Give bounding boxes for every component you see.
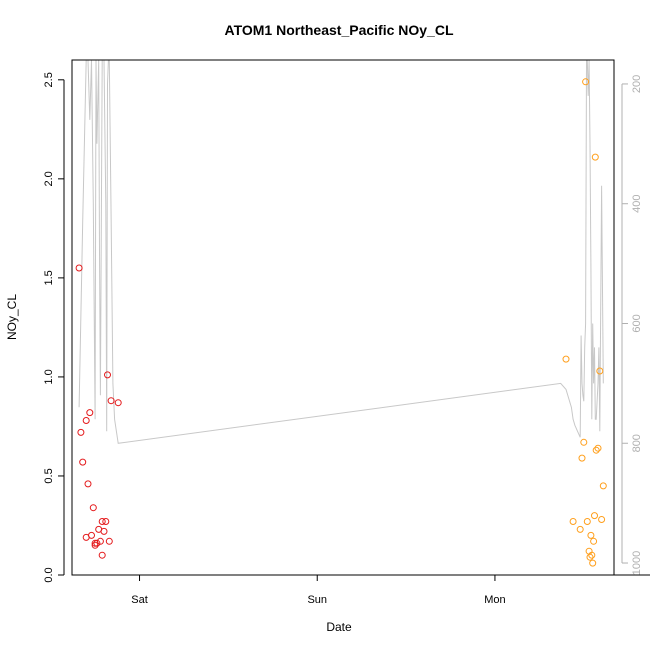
altitude-line — [78, 60, 604, 444]
data-point-s1-19 — [599, 482, 607, 490]
data-point-s0-3 — [82, 417, 90, 424]
y-axis-label: NOy_CL — [5, 294, 19, 340]
data-point-s1-14 — [591, 153, 599, 161]
data-point-s0-20 — [98, 551, 106, 559]
data-point-s1-5 — [582, 78, 590, 86]
x-tick-label-0: Sat — [131, 594, 148, 606]
data-point-s0-0 — [75, 264, 83, 272]
data-point-s0-19 — [82, 533, 90, 541]
right-tick-label-0: 200 — [631, 75, 643, 93]
y-tick-label-4: 2.0 — [43, 171, 55, 186]
data-point-s1-10 — [588, 551, 596, 559]
data-point-s1-12 — [590, 537, 598, 545]
data-point-s0-18 — [114, 399, 122, 407]
data-point-s1-17 — [596, 367, 604, 375]
data-point-s0-7 — [89, 504, 97, 512]
right-tick-label-1: 400 — [631, 195, 643, 213]
data-point-s1-4 — [580, 438, 588, 446]
data-point-s1-0 — [562, 355, 570, 363]
data-point-s0-8 — [91, 541, 99, 549]
data-point-s0-1 — [77, 428, 85, 436]
data-point-s1-11 — [589, 559, 597, 567]
x-tick-label-1: Sun — [307, 594, 327, 606]
data-point-s0-12 — [98, 518, 106, 525]
axes: 0.00.51.01.52.02.5SatSunMonTue2004006008… — [43, 72, 650, 606]
data-point-s0-2 — [79, 458, 87, 466]
data-point-s1-1 — [569, 518, 577, 525]
data-point-s0-14 — [102, 518, 110, 525]
y-tick-label-2: 1.0 — [43, 369, 55, 384]
data-point-s1-15 — [592, 446, 600, 454]
data-point-s1-3 — [578, 454, 586, 462]
data-point-s0-15 — [104, 371, 111, 379]
data-point-s1-13 — [591, 512, 598, 520]
right-tick-label-4: 1000 — [631, 551, 643, 575]
y-tick-label-0: 0.0 — [43, 567, 55, 582]
data-point-s0-16 — [105, 537, 113, 545]
data-point-s0-17 — [107, 397, 115, 405]
y-tick-label-3: 1.5 — [43, 270, 55, 285]
data-point-s1-16 — [594, 444, 602, 452]
data-point-s1-8 — [586, 553, 594, 561]
data-point-s1-6 — [583, 518, 591, 525]
data-point-s0-13 — [100, 527, 108, 535]
plot-area — [75, 60, 607, 567]
data-point-s1-9 — [587, 531, 595, 539]
data-point-s0-4 — [84, 480, 92, 488]
x-axis-label: Date — [326, 620, 352, 634]
right-tick-label-2: 600 — [631, 314, 643, 332]
data-point-s0-5 — [86, 409, 94, 417]
y-tick-label-5: 2.5 — [43, 72, 55, 87]
data-point-s0-21 — [91, 539, 99, 547]
data-point-s1-2 — [576, 525, 584, 533]
x-tick-label-2: Mon — [484, 594, 505, 606]
data-point-s1-18 — [598, 516, 606, 523]
y-tick-label-1: 0.5 — [43, 468, 55, 483]
chart-title: ATOM1 Northeast_Pacific NOy_CL — [225, 22, 454, 38]
plot-frame — [71, 59, 615, 576]
right-tick-label-3: 800 — [631, 434, 643, 452]
